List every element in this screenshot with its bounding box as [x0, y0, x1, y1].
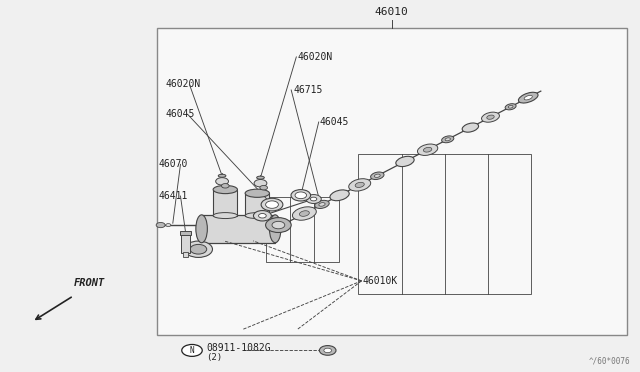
- Text: 46411: 46411: [159, 191, 188, 201]
- Ellipse shape: [442, 136, 454, 143]
- Ellipse shape: [424, 147, 432, 152]
- Bar: [266, 197, 339, 262]
- Bar: [180, 231, 191, 235]
- Ellipse shape: [524, 95, 532, 100]
- Ellipse shape: [518, 92, 538, 103]
- Circle shape: [254, 180, 267, 187]
- Ellipse shape: [319, 203, 325, 206]
- Text: 46010: 46010: [375, 7, 408, 17]
- Ellipse shape: [196, 215, 207, 243]
- Ellipse shape: [371, 172, 384, 180]
- Text: 46020N: 46020N: [165, 80, 200, 89]
- Ellipse shape: [292, 207, 316, 220]
- Bar: [157, 28, 627, 335]
- Circle shape: [266, 218, 291, 232]
- Ellipse shape: [245, 213, 269, 219]
- Circle shape: [319, 346, 336, 355]
- Circle shape: [310, 197, 317, 201]
- Text: N: N: [189, 346, 195, 355]
- Ellipse shape: [300, 211, 309, 217]
- Circle shape: [166, 224, 171, 227]
- Circle shape: [156, 222, 165, 228]
- Text: FRONT: FRONT: [74, 278, 105, 288]
- Ellipse shape: [291, 190, 310, 201]
- Bar: [202, 215, 275, 243]
- Text: 46045: 46045: [166, 109, 195, 119]
- Ellipse shape: [487, 115, 494, 119]
- Bar: [213, 190, 237, 216]
- Circle shape: [216, 178, 228, 185]
- Ellipse shape: [396, 156, 414, 167]
- Ellipse shape: [481, 112, 499, 122]
- Text: 46045: 46045: [320, 117, 349, 127]
- Ellipse shape: [330, 190, 349, 201]
- Bar: [183, 252, 188, 257]
- Ellipse shape: [213, 185, 237, 194]
- Ellipse shape: [261, 198, 283, 211]
- Ellipse shape: [245, 189, 269, 198]
- Circle shape: [184, 241, 212, 257]
- Circle shape: [190, 244, 207, 254]
- Text: 46020N: 46020N: [298, 52, 333, 62]
- Text: 46010K: 46010K: [363, 276, 398, 286]
- Ellipse shape: [218, 174, 226, 177]
- Circle shape: [260, 186, 268, 190]
- Bar: [358, 154, 531, 294]
- Circle shape: [272, 221, 285, 229]
- Ellipse shape: [355, 182, 364, 187]
- Text: ^/60*0076: ^/60*0076: [589, 356, 630, 365]
- Text: (2): (2): [206, 353, 222, 362]
- Circle shape: [295, 192, 307, 199]
- Text: 46715: 46715: [293, 85, 323, 95]
- Bar: [245, 193, 269, 216]
- Ellipse shape: [374, 174, 380, 177]
- Circle shape: [324, 348, 332, 353]
- Ellipse shape: [505, 104, 516, 110]
- Ellipse shape: [349, 179, 371, 191]
- Circle shape: [259, 214, 266, 218]
- Circle shape: [182, 344, 202, 356]
- Bar: [181, 235, 190, 253]
- Circle shape: [221, 184, 229, 188]
- Ellipse shape: [508, 105, 513, 108]
- Text: 46070: 46070: [159, 160, 188, 169]
- Ellipse shape: [417, 144, 438, 155]
- Ellipse shape: [445, 138, 451, 141]
- Circle shape: [253, 211, 271, 221]
- Circle shape: [266, 201, 278, 208]
- Circle shape: [306, 195, 321, 203]
- Text: 08911-1082G: 08911-1082G: [206, 343, 271, 353]
- Ellipse shape: [269, 215, 281, 243]
- Ellipse shape: [213, 213, 237, 219]
- Ellipse shape: [462, 123, 479, 132]
- Ellipse shape: [257, 176, 264, 179]
- Ellipse shape: [315, 201, 329, 208]
